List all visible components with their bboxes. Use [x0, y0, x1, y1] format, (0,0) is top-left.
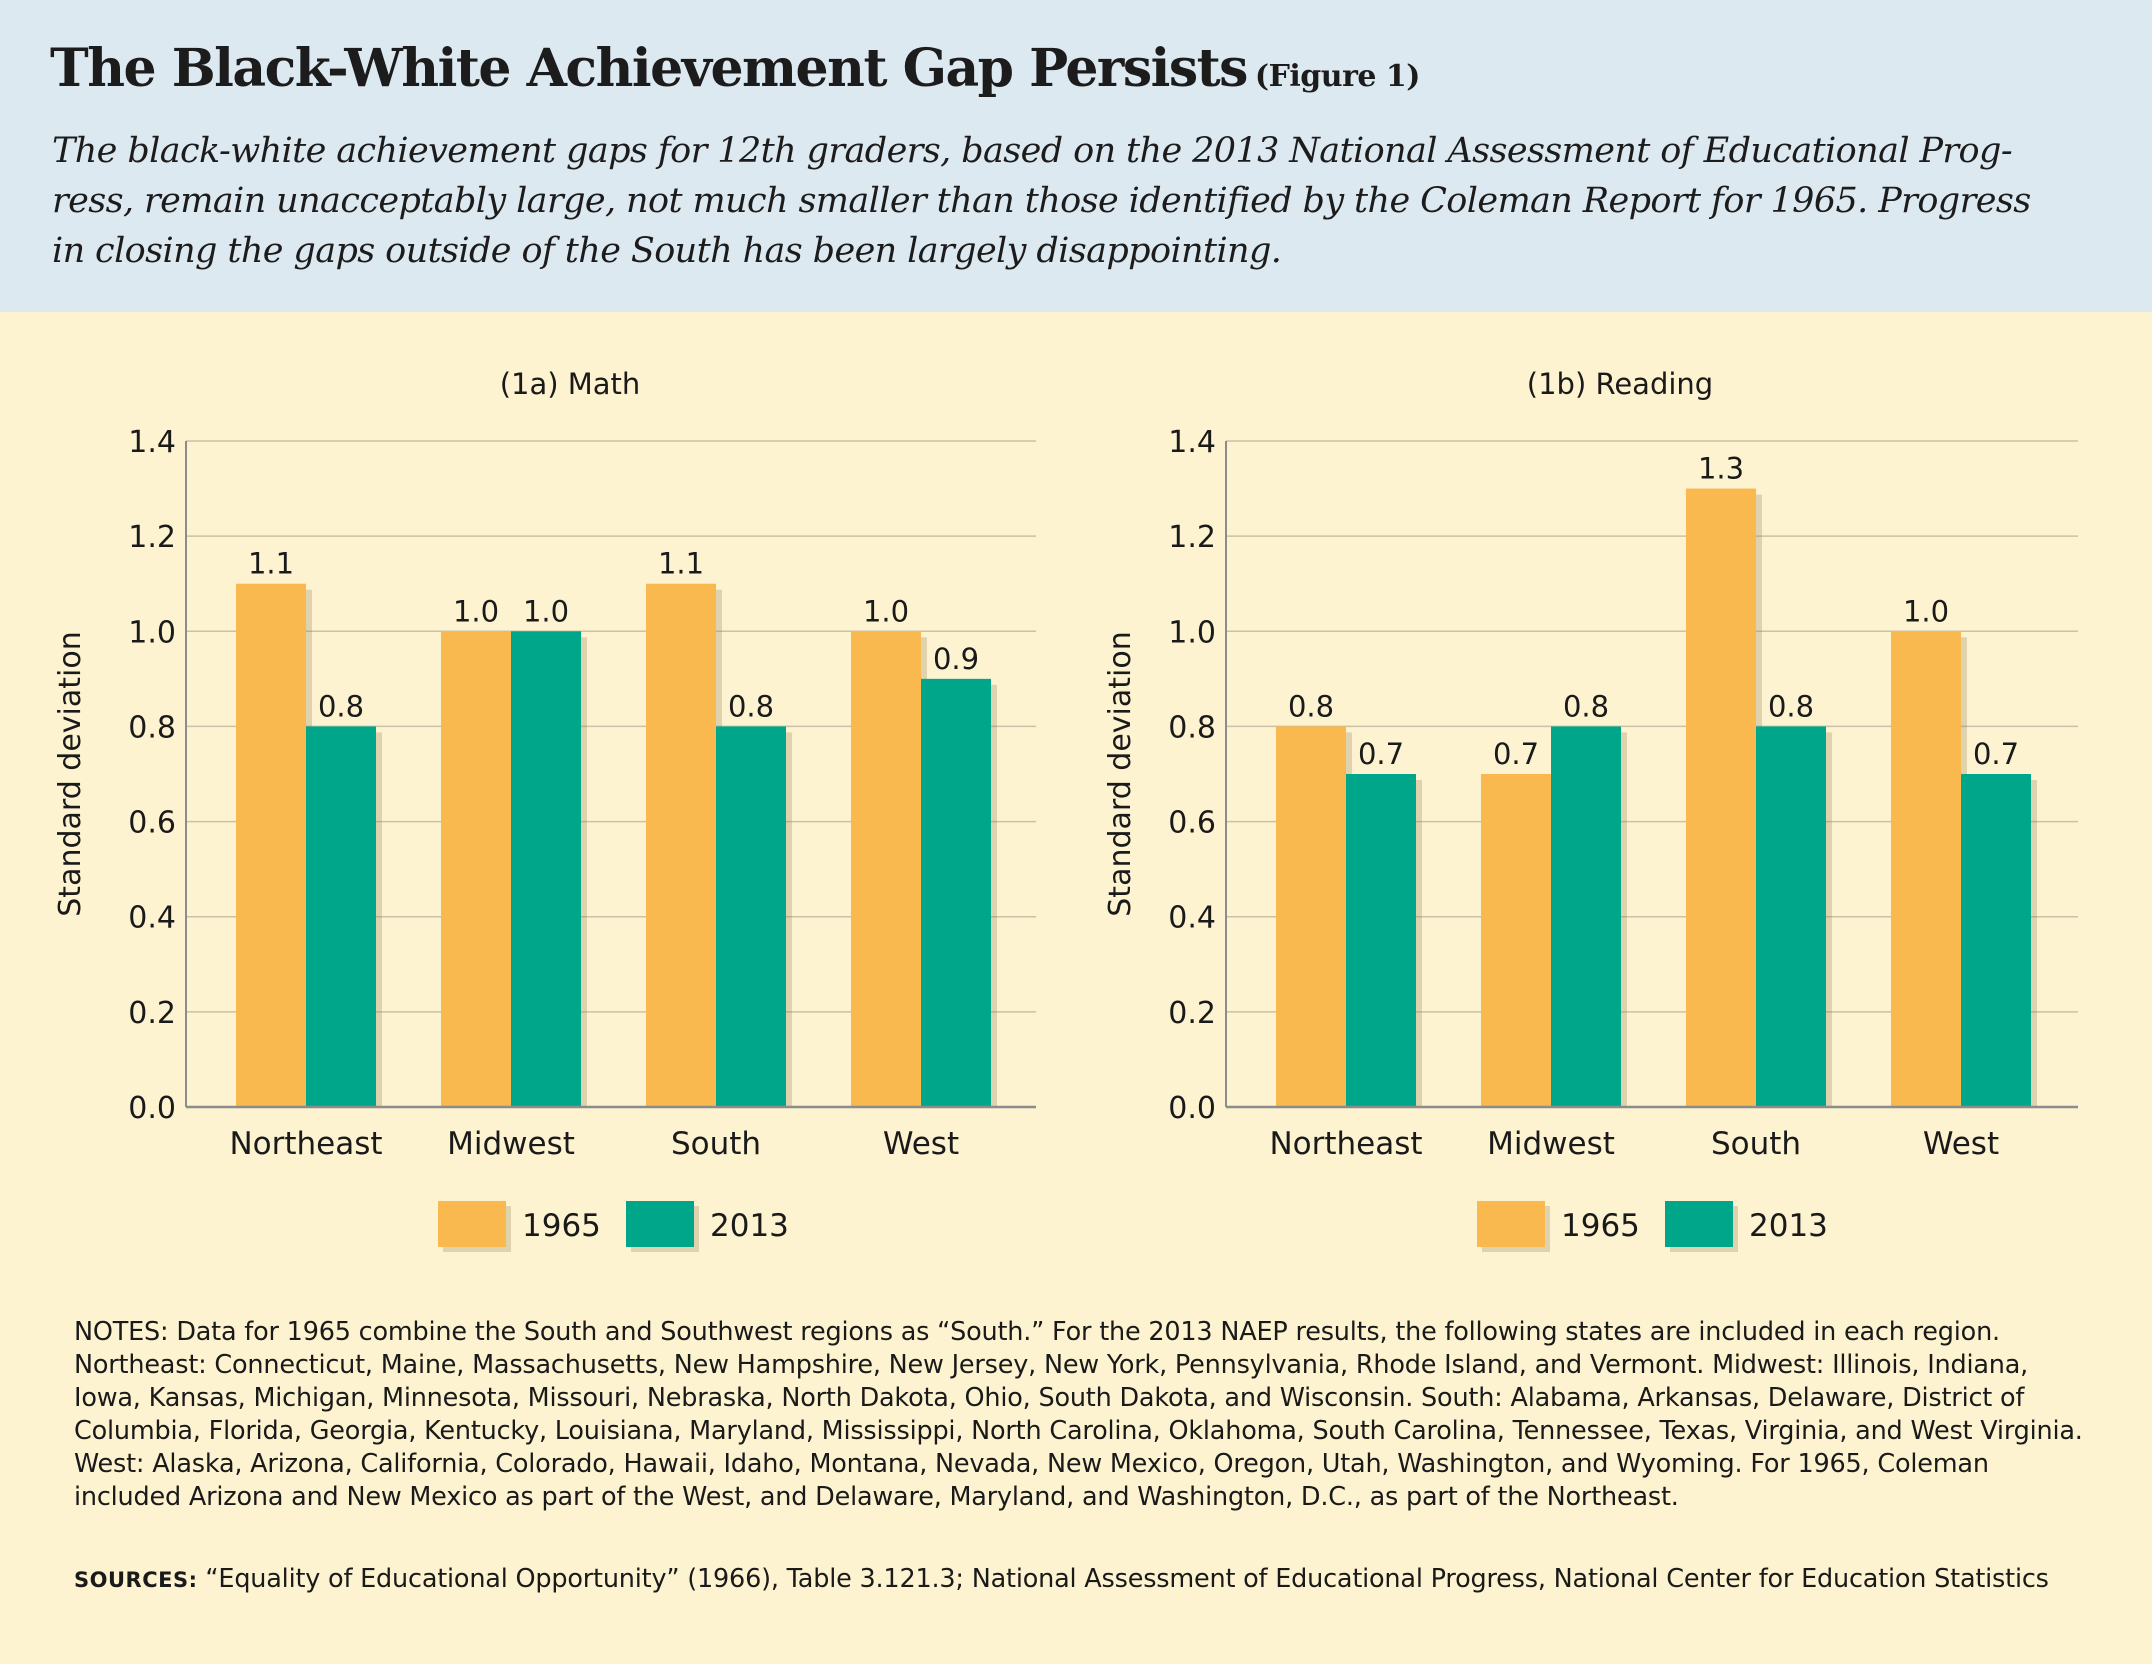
x-tick-label: South	[1711, 1126, 1801, 1162]
y-axis-label: Standard deviation	[53, 631, 88, 916]
bar-1965-west	[851, 631, 921, 1107]
chart-title: (1b) Reading	[1527, 367, 1713, 401]
x-tick-label: West	[1923, 1126, 1999, 1162]
legend-label: 1965	[522, 1208, 601, 1244]
legend-label: 2013	[1749, 1208, 1828, 1244]
bar-2013-south	[1756, 726, 1826, 1107]
data-label: 0.8	[1563, 689, 1609, 723]
bar-1965-northeast	[236, 583, 306, 1107]
data-label: 0.7	[1358, 737, 1404, 771]
y-tick-label: 1.2	[1168, 520, 1216, 555]
y-tick-label: 1.4	[128, 425, 176, 460]
data-label: 0.7	[1973, 737, 2019, 771]
data-label: 0.8	[728, 689, 774, 723]
y-tick-label: 0.2	[1168, 996, 1216, 1031]
bar-1965-west	[1891, 631, 1961, 1107]
bar-1965-midwest	[441, 631, 511, 1107]
legend-swatch-2013	[626, 1201, 694, 1247]
data-label: 1.1	[248, 547, 294, 581]
data-label: 1.1	[658, 547, 704, 581]
chart-title: (1a) Math	[500, 367, 641, 401]
y-tick-label: 0.0	[1168, 1091, 1216, 1126]
y-tick-label: 0.4	[128, 901, 176, 936]
data-label: 0.7	[1493, 737, 1539, 771]
legend-label: 1965	[1561, 1208, 1640, 1244]
y-tick-label: 0.6	[1168, 806, 1216, 841]
y-tick-label: 1.0	[128, 615, 176, 650]
y-tick-label: 0.2	[128, 996, 176, 1031]
y-axis-label: Standard deviation	[1103, 631, 1138, 916]
bar-2013-south	[716, 726, 786, 1107]
chart-reading: (1b) Reading 0.0 0.2 0.4 0.6 0.8 1.0 1.2 1.4 Stan…	[1103, 367, 2078, 1252]
data-label: 0.8	[1288, 689, 1334, 723]
data-label: 1.0	[523, 594, 569, 628]
bar-1965-south	[646, 583, 716, 1107]
y-tick-label: 0.8	[128, 710, 176, 745]
bar-2013-midwest	[1551, 726, 1621, 1107]
title-text: The Black-White Achievement Gap Persists	[50, 38, 1248, 99]
data-label: 1.0	[1903, 594, 1949, 628]
bar-1965-midwest	[1481, 774, 1551, 1107]
y-tick-label: 0.0	[128, 1091, 176, 1126]
legend: 1965 2013	[438, 1201, 789, 1252]
bar-2013-northeast	[306, 726, 376, 1107]
data-label: 1.3	[1698, 452, 1744, 486]
y-tick-label: 1.4	[1168, 425, 1216, 460]
bar-2013-west	[921, 678, 991, 1107]
data-label: 0.8	[318, 689, 364, 723]
y-tick-label: 0.8	[1168, 710, 1216, 745]
y-tick-label: 1.0	[1168, 615, 1216, 650]
data-label: 0.8	[1768, 689, 1814, 723]
bar-2013-west	[1961, 774, 2031, 1107]
data-label: 1.0	[453, 594, 499, 628]
x-tick-label: Northeast	[1269, 1126, 1422, 1162]
legend-swatch-2013	[1665, 1201, 1733, 1247]
legend-swatch-1965	[1477, 1201, 1545, 1247]
header-banner: The Black-White Achievement Gap Persists…	[0, 0, 2152, 312]
sources-label: SOURCES:	[74, 1568, 198, 1592]
notes-block: NOTES: Data for 1965 combine the South a…	[74, 1317, 2083, 1512]
legend-swatch-1965	[438, 1201, 506, 1247]
bar-2013-northeast	[1346, 774, 1416, 1107]
bar-1965-northeast	[1276, 726, 1346, 1107]
chart-math: (1a) Math 0.0 0.2 0.4 0.6 0.8 1.0 1.2 1.4 Standar…	[53, 367, 1036, 1252]
sources-text: “Equality of Educational Opportunity” (1…	[197, 1564, 2049, 1594]
data-label: 1.0	[863, 594, 909, 628]
y-tick-label: 0.6	[128, 806, 176, 841]
x-tick-label: Northeast	[229, 1126, 382, 1162]
data-label: 0.9	[933, 642, 979, 676]
charts-area: (1a) Math 0.0 0.2 0.4 0.6 0.8 1.0 1.2 1.4 Standar…	[53, 367, 2078, 1252]
y-tick-label: 1.2	[128, 520, 176, 555]
y-tick-label: 0.4	[1168, 901, 1216, 936]
legend: 1965 2013	[1477, 1201, 1828, 1252]
figure-title: The Black-White Achievement Gap Persists…	[50, 38, 1421, 99]
figure-subtitle: The black-white achievement gaps for 12t…	[52, 131, 2031, 271]
x-tick-label: Midwest	[447, 1126, 575, 1162]
bar-2013-midwest	[511, 631, 581, 1107]
legend-label: 2013	[710, 1208, 789, 1244]
x-tick-label: South	[671, 1126, 761, 1162]
x-tick-label: Midwest	[1487, 1126, 1615, 1162]
sources-block: SOURCES: “Equality of Educational Opport…	[74, 1563, 2094, 1597]
x-tick-label: West	[883, 1126, 959, 1162]
bar-1965-south	[1686, 488, 1756, 1107]
figure-number: (Figure 1)	[1254, 59, 1421, 94]
